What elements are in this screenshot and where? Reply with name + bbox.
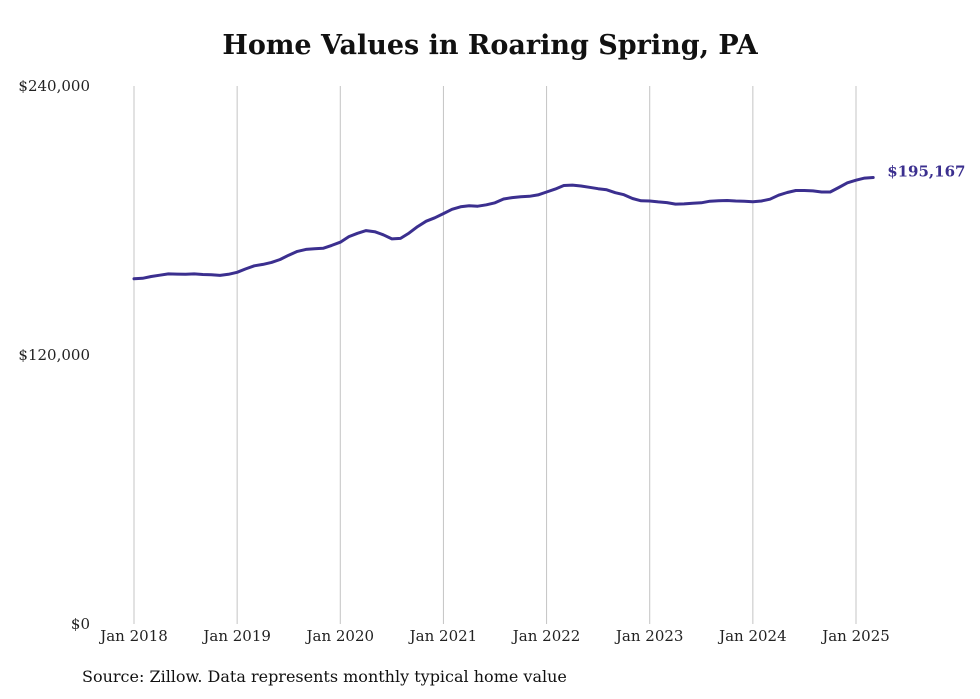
y-tick-label: $240,000 <box>18 77 90 95</box>
y-tick-label: $0 <box>71 615 90 633</box>
x-tick-label: Jan 2018 <box>98 627 168 645</box>
end-value-label: $195,167 <box>887 162 965 180</box>
x-tick-label: Jan 2025 <box>820 627 890 645</box>
y-tick-label: $120,000 <box>18 346 90 364</box>
x-tick-label: Jan 2023 <box>614 627 684 645</box>
series-line <box>132 176 875 281</box>
x-tick-label: Jan 2020 <box>305 627 375 645</box>
x-tick-label: Jan 2022 <box>511 627 581 645</box>
x-tick-label: Jan 2021 <box>408 627 478 645</box>
x-tick-label: Jan 2024 <box>717 627 787 645</box>
chart-source: Source: Zillow. Data represents monthly … <box>82 667 567 686</box>
x-tick-label: Jan 2019 <box>201 627 271 645</box>
chart-title: Home Values in Roaring Spring, PA <box>222 30 758 61</box>
